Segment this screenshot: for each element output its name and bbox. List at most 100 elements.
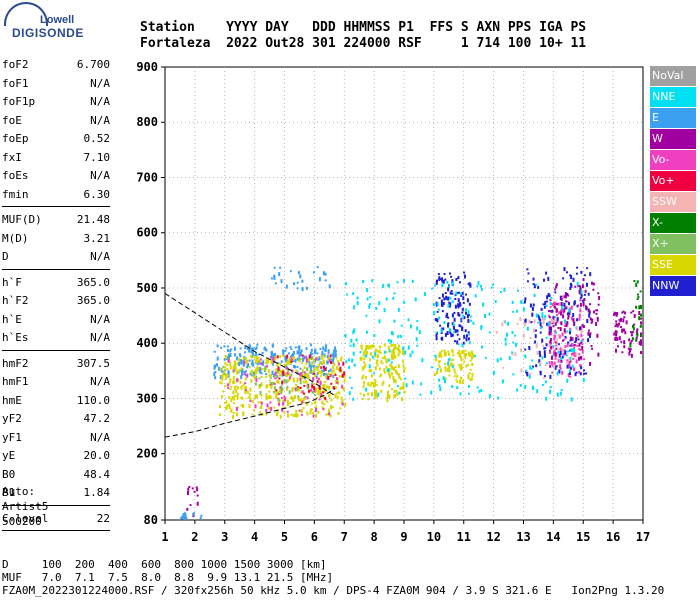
x-tick-label: 10	[427, 530, 441, 544]
echo-point	[229, 388, 232, 390]
echo-point	[398, 376, 401, 379]
echo-point	[443, 273, 446, 275]
echo-point	[591, 318, 594, 323]
echo-point	[627, 347, 630, 350]
echo-point	[286, 410, 289, 413]
echo-point	[296, 386, 298, 391]
echo-point	[336, 381, 339, 384]
echo-point	[259, 401, 262, 403]
echo-point	[621, 328, 624, 333]
echo-point	[388, 394, 391, 399]
echo-point	[392, 378, 395, 383]
echo-point	[301, 373, 303, 378]
echo-point	[632, 310, 635, 313]
echo-point	[557, 333, 560, 337]
echo-point	[283, 378, 286, 383]
param-value: 6.30	[83, 187, 111, 201]
echo-point	[548, 349, 551, 352]
param-name: h`Es	[2, 331, 29, 344]
echo-point	[337, 359, 340, 363]
echo-point	[566, 300, 569, 303]
echo-point	[262, 360, 265, 363]
echo-point	[368, 345, 371, 348]
echo-point	[240, 385, 243, 390]
echo-point	[531, 306, 534, 311]
echo-point	[580, 341, 582, 344]
echo-point	[234, 353, 236, 357]
echo-point	[461, 307, 464, 311]
echo-point	[560, 389, 563, 391]
echo-point	[334, 373, 337, 376]
echo-point	[312, 377, 315, 381]
echo-point	[296, 281, 299, 284]
param-row: D N/A	[2, 248, 110, 267]
echo-point	[267, 359, 270, 363]
echo-point	[437, 308, 440, 311]
echo-point	[260, 401, 263, 405]
echo-point	[219, 381, 222, 384]
echo-point	[539, 362, 542, 365]
echo-point	[251, 351, 254, 354]
echo-point	[451, 281, 454, 286]
echo-point	[471, 373, 474, 377]
echo-point	[460, 376, 463, 380]
echo-point	[254, 372, 257, 375]
echo-point	[560, 309, 562, 313]
echo-point	[555, 344, 558, 347]
echo-point	[564, 337, 567, 340]
echo-point	[320, 361, 323, 365]
echo-point	[273, 383, 276, 385]
echo-point	[366, 344, 369, 348]
echo-point	[219, 413, 222, 416]
echo-point	[273, 266, 276, 269]
echo-point	[436, 302, 439, 306]
echo-point	[297, 396, 300, 401]
echo-point	[559, 367, 562, 370]
echo-point	[567, 350, 570, 353]
echo-point	[279, 373, 281, 377]
echo-point	[616, 325, 619, 328]
echo-point	[288, 390, 291, 395]
echo-point	[468, 372, 471, 374]
echo-point	[421, 358, 424, 363]
echo-point	[589, 303, 591, 306]
echo-point	[565, 323, 568, 328]
y-tick-label: 600	[136, 226, 158, 240]
echo-point	[344, 402, 347, 407]
echo-point	[541, 314, 544, 318]
echo-point	[309, 411, 312, 415]
echo-point	[629, 331, 632, 334]
echo-point	[595, 322, 598, 326]
echo-point	[434, 284, 437, 287]
echo-point	[195, 486, 198, 489]
echo-point	[468, 341, 471, 345]
echo-point	[402, 382, 405, 387]
echo-point	[234, 395, 237, 397]
echo-point	[576, 281, 579, 286]
echo-point	[560, 357, 563, 362]
echo-point	[614, 336, 617, 341]
echo-point	[402, 346, 405, 351]
echo-point	[313, 271, 315, 274]
echo-point	[557, 302, 560, 306]
echo-point	[256, 368, 259, 371]
echo-point	[548, 343, 551, 348]
legend-item: Vo+	[650, 171, 696, 191]
echo-point	[265, 393, 268, 398]
echo-point	[580, 333, 583, 337]
param-row: fmin 6.30	[2, 186, 110, 205]
echo-point	[543, 375, 546, 378]
echo-point	[460, 325, 463, 328]
echo-point	[583, 293, 586, 296]
echo-point	[512, 310, 515, 313]
echo-point	[447, 287, 450, 292]
echo-point	[253, 371, 256, 376]
echo-point	[265, 348, 268, 352]
echo-point	[224, 365, 227, 368]
echo-point	[317, 410, 320, 414]
echo-point	[254, 375, 257, 380]
echo-point	[448, 365, 451, 369]
echo-point	[548, 316, 551, 319]
echo-point	[373, 381, 376, 386]
echo-point	[306, 411, 309, 414]
